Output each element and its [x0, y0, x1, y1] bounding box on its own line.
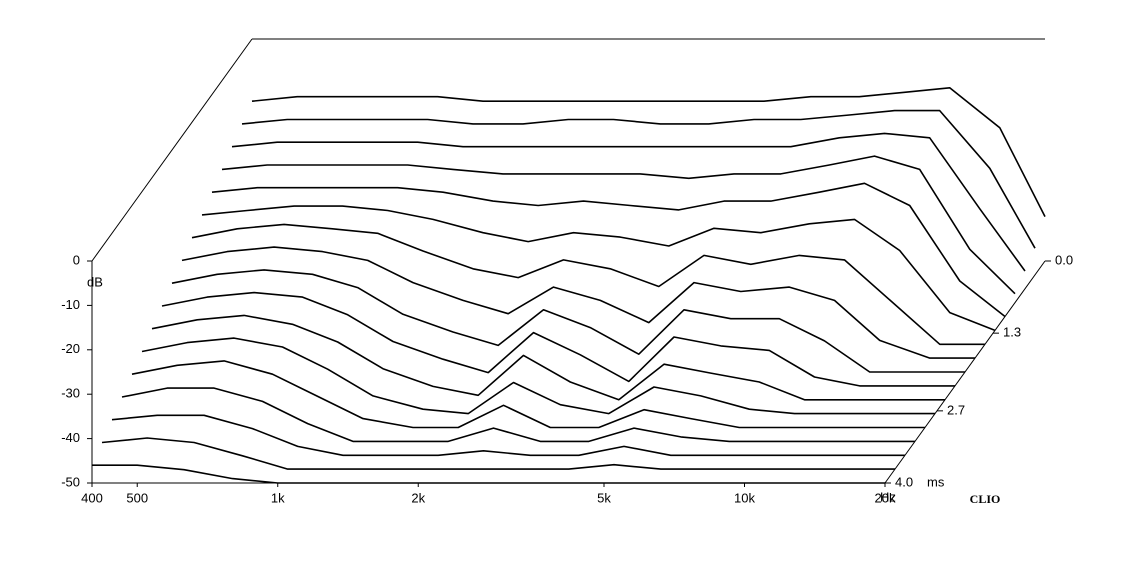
slice-line	[141, 337, 935, 415]
slice-line	[171, 269, 965, 373]
slice-line	[111, 414, 905, 457]
slice-line	[161, 291, 955, 387]
slice-line	[201, 205, 996, 332]
slice-fill	[142, 338, 935, 414]
slice-fill	[102, 438, 895, 470]
y-unit: dB	[87, 274, 103, 289]
slice-line	[191, 223, 985, 346]
z-unit: ms	[927, 474, 945, 489]
z-tick-label: 2.7	[947, 402, 965, 417]
slice-line	[151, 314, 945, 401]
slice-line	[251, 87, 1046, 217]
slice-fill	[132, 360, 925, 428]
slice-line	[221, 155, 1016, 295]
x-tick-label: 5k	[597, 490, 611, 505]
z-axis	[884, 260, 1046, 484]
x-tick-label: 500	[126, 490, 148, 505]
brand: CLIO	[970, 492, 1001, 506]
x-unit: Hz	[880, 489, 896, 504]
z-tick-label: 1.3	[1003, 325, 1021, 340]
y-tick-label: -40	[61, 430, 80, 445]
x-tick-label: 400	[81, 490, 103, 505]
y-tick-label: -10	[61, 297, 80, 312]
z-tick-label: 4.0	[895, 474, 913, 489]
x-tick-label: 10k	[734, 490, 755, 505]
slice-fill	[152, 315, 945, 400]
y-tick-label: -50	[61, 474, 80, 489]
slice-line	[131, 360, 925, 429]
z-tick-label: 0.0	[1055, 252, 1073, 267]
slice-line	[121, 387, 915, 443]
slice-line	[101, 437, 895, 470]
slice-line	[211, 182, 1006, 318]
slice-fill	[92, 465, 885, 483]
y-tick-label: 0	[73, 252, 80, 267]
x-tick-label: 1k	[271, 490, 285, 505]
slice-line	[241, 109, 1036, 249]
y-tick-label: -30	[61, 386, 80, 401]
x-tick-label: 2k	[411, 490, 425, 505]
slice-line	[231, 132, 1026, 272]
x-tick-label: 20k	[875, 490, 896, 505]
frame-line	[91, 38, 253, 262]
slice-line	[181, 246, 975, 359]
y-tick-label: -20	[61, 341, 80, 356]
